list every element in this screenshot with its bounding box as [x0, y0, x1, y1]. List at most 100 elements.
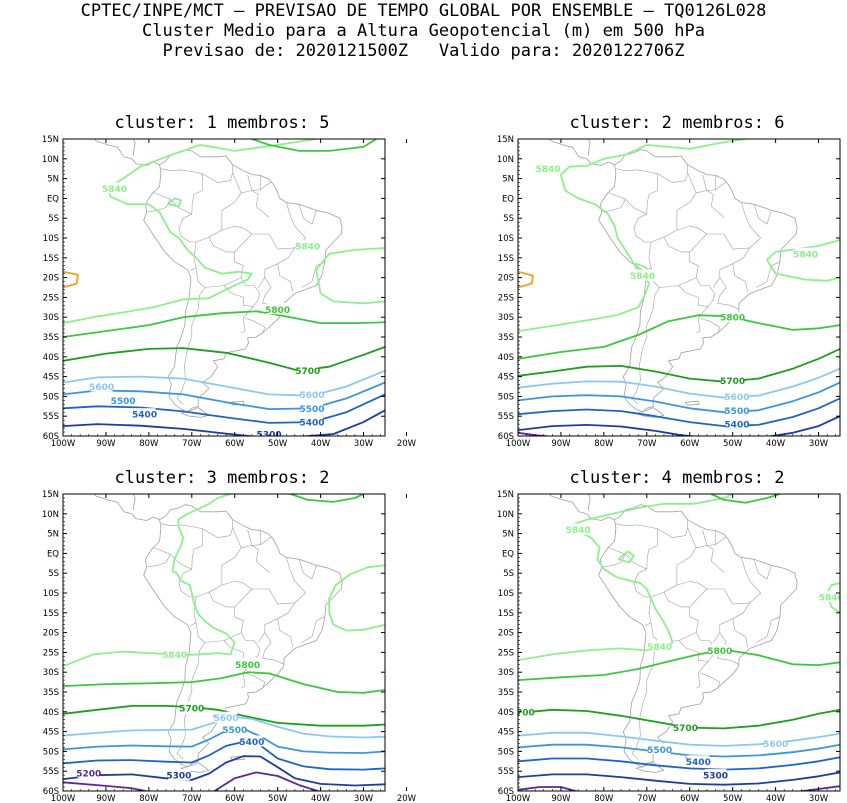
contour-label-bg: [648, 743, 671, 755]
contour-line: [63, 310, 385, 338]
contour-label-bg: [518, 705, 534, 717]
country-border: [251, 233, 295, 250]
lat-label: 30S: [43, 668, 59, 678]
contour-line: [518, 771, 840, 786]
country-border: [717, 277, 739, 310]
coastline: [587, 494, 591, 511]
panel-3-title: cluster: 3 membros: 2: [114, 468, 330, 488]
country-border: [178, 568, 197, 627]
lon-label: 20W: [397, 439, 417, 449]
contour-label: 5600: [763, 740, 788, 750]
contour-label: 5840: [536, 165, 561, 175]
country-border: [753, 559, 772, 580]
lat-label: 30S: [43, 313, 59, 323]
contour-label: 5400: [686, 758, 711, 768]
contour-label-bg: [764, 737, 787, 749]
lon-label: 100W: [51, 794, 76, 803]
contour-labels: 5840 5840 5840 5800 5700 5600 5500 5400: [536, 162, 818, 431]
coastline: [587, 139, 591, 156]
country-border: [221, 547, 242, 586]
contour-label: 5500: [222, 726, 247, 736]
lat-label: 45S: [498, 728, 514, 738]
country-border: [689, 580, 708, 608]
contour-line: [63, 705, 385, 727]
contour-line: [63, 494, 236, 668]
contour-label-bg: [301, 388, 324, 400]
coastline: [548, 139, 615, 166]
lon-label: 30W: [809, 439, 829, 449]
country-border: [244, 672, 266, 689]
country-border: [247, 529, 253, 546]
country-border: [602, 199, 626, 213]
country-border: [699, 317, 721, 334]
lat-label: 5S: [48, 214, 59, 224]
lon-label: 80W: [594, 439, 614, 449]
country-border: [676, 192, 697, 231]
country-border: [277, 618, 293, 647]
contour-label-bg: [103, 182, 126, 194]
coastline: [230, 755, 245, 761]
contour-line: [167, 197, 182, 208]
contour-line: [518, 381, 840, 414]
country-border: [258, 557, 306, 643]
panel-1-title: cluster: 1 membros: 5: [114, 113, 330, 133]
coastline-layer: [548, 494, 798, 773]
panel-2-title: cluster: 2 membros: 6: [569, 113, 785, 133]
country-border: [195, 236, 244, 288]
lon-label: 30W: [354, 439, 374, 449]
coastline: [598, 504, 798, 768]
lat-label: 40S: [43, 353, 59, 363]
panel-3-map: 5840 5800 5700 5600 5500 5400 5300 5200 15N 10N 5N…: [42, 490, 417, 803]
contour-line: [328, 564, 385, 632]
contour-label-bg: [215, 711, 238, 723]
lon-label: 100W: [51, 439, 76, 449]
country-border: [251, 588, 295, 605]
lat-label: 5S: [503, 569, 514, 579]
contour-label: 5700: [510, 708, 535, 718]
contour-label: 5840: [102, 185, 127, 195]
lat-label: 25S: [498, 648, 514, 658]
lat-label: 50S: [43, 392, 59, 402]
panel-4-map: 5840 5840 5840 5800 5700 5700 5600 5500 5400 5300…: [497, 490, 841, 803]
country-border: [657, 519, 688, 538]
lon-label: 100W: [506, 794, 531, 803]
country-border: [663, 225, 690, 238]
lat-label: 30S: [498, 668, 514, 678]
contour-line: [63, 423, 257, 436]
contour-label-bg: [721, 374, 744, 386]
contour-label-bg: [258, 428, 281, 436]
lat-label: EQ: [47, 549, 59, 559]
country-border: [178, 213, 197, 272]
lon-label: 50W: [723, 794, 743, 803]
map-frame: [62, 138, 386, 437]
map-background: [63, 494, 385, 791]
country-border: [713, 557, 761, 643]
contour-label: 5700: [179, 704, 204, 714]
lat-label: 15N: [497, 490, 514, 500]
contour-line: [518, 348, 840, 383]
country-border: [301, 616, 326, 643]
country-border: [298, 204, 317, 225]
contour-label-bg: [167, 769, 190, 781]
lat-label: 5N: [47, 175, 59, 185]
country-border: [202, 519, 233, 538]
contour-line: [766, 415, 840, 436]
contour-label: 5400: [239, 738, 264, 748]
contour-line: [710, 494, 781, 504]
contour-label: 5600: [724, 393, 749, 403]
coastline: [93, 494, 160, 521]
contour-label: 5840: [647, 643, 672, 653]
contour-line: [518, 756, 840, 771]
lat-label: 55S: [43, 412, 59, 422]
country-border: [298, 559, 317, 580]
country-border: [234, 225, 253, 253]
contour-label-bg: [112, 394, 135, 406]
country-border: [706, 588, 750, 605]
contour-label: 5840: [566, 526, 591, 536]
contour-label-bg: [133, 408, 156, 420]
country-border: [147, 554, 171, 568]
contour-label-bg: [77, 767, 100, 779]
country-border: [706, 190, 725, 218]
contour-line: [289, 494, 365, 503]
lat-label: 10N: [497, 155, 514, 165]
